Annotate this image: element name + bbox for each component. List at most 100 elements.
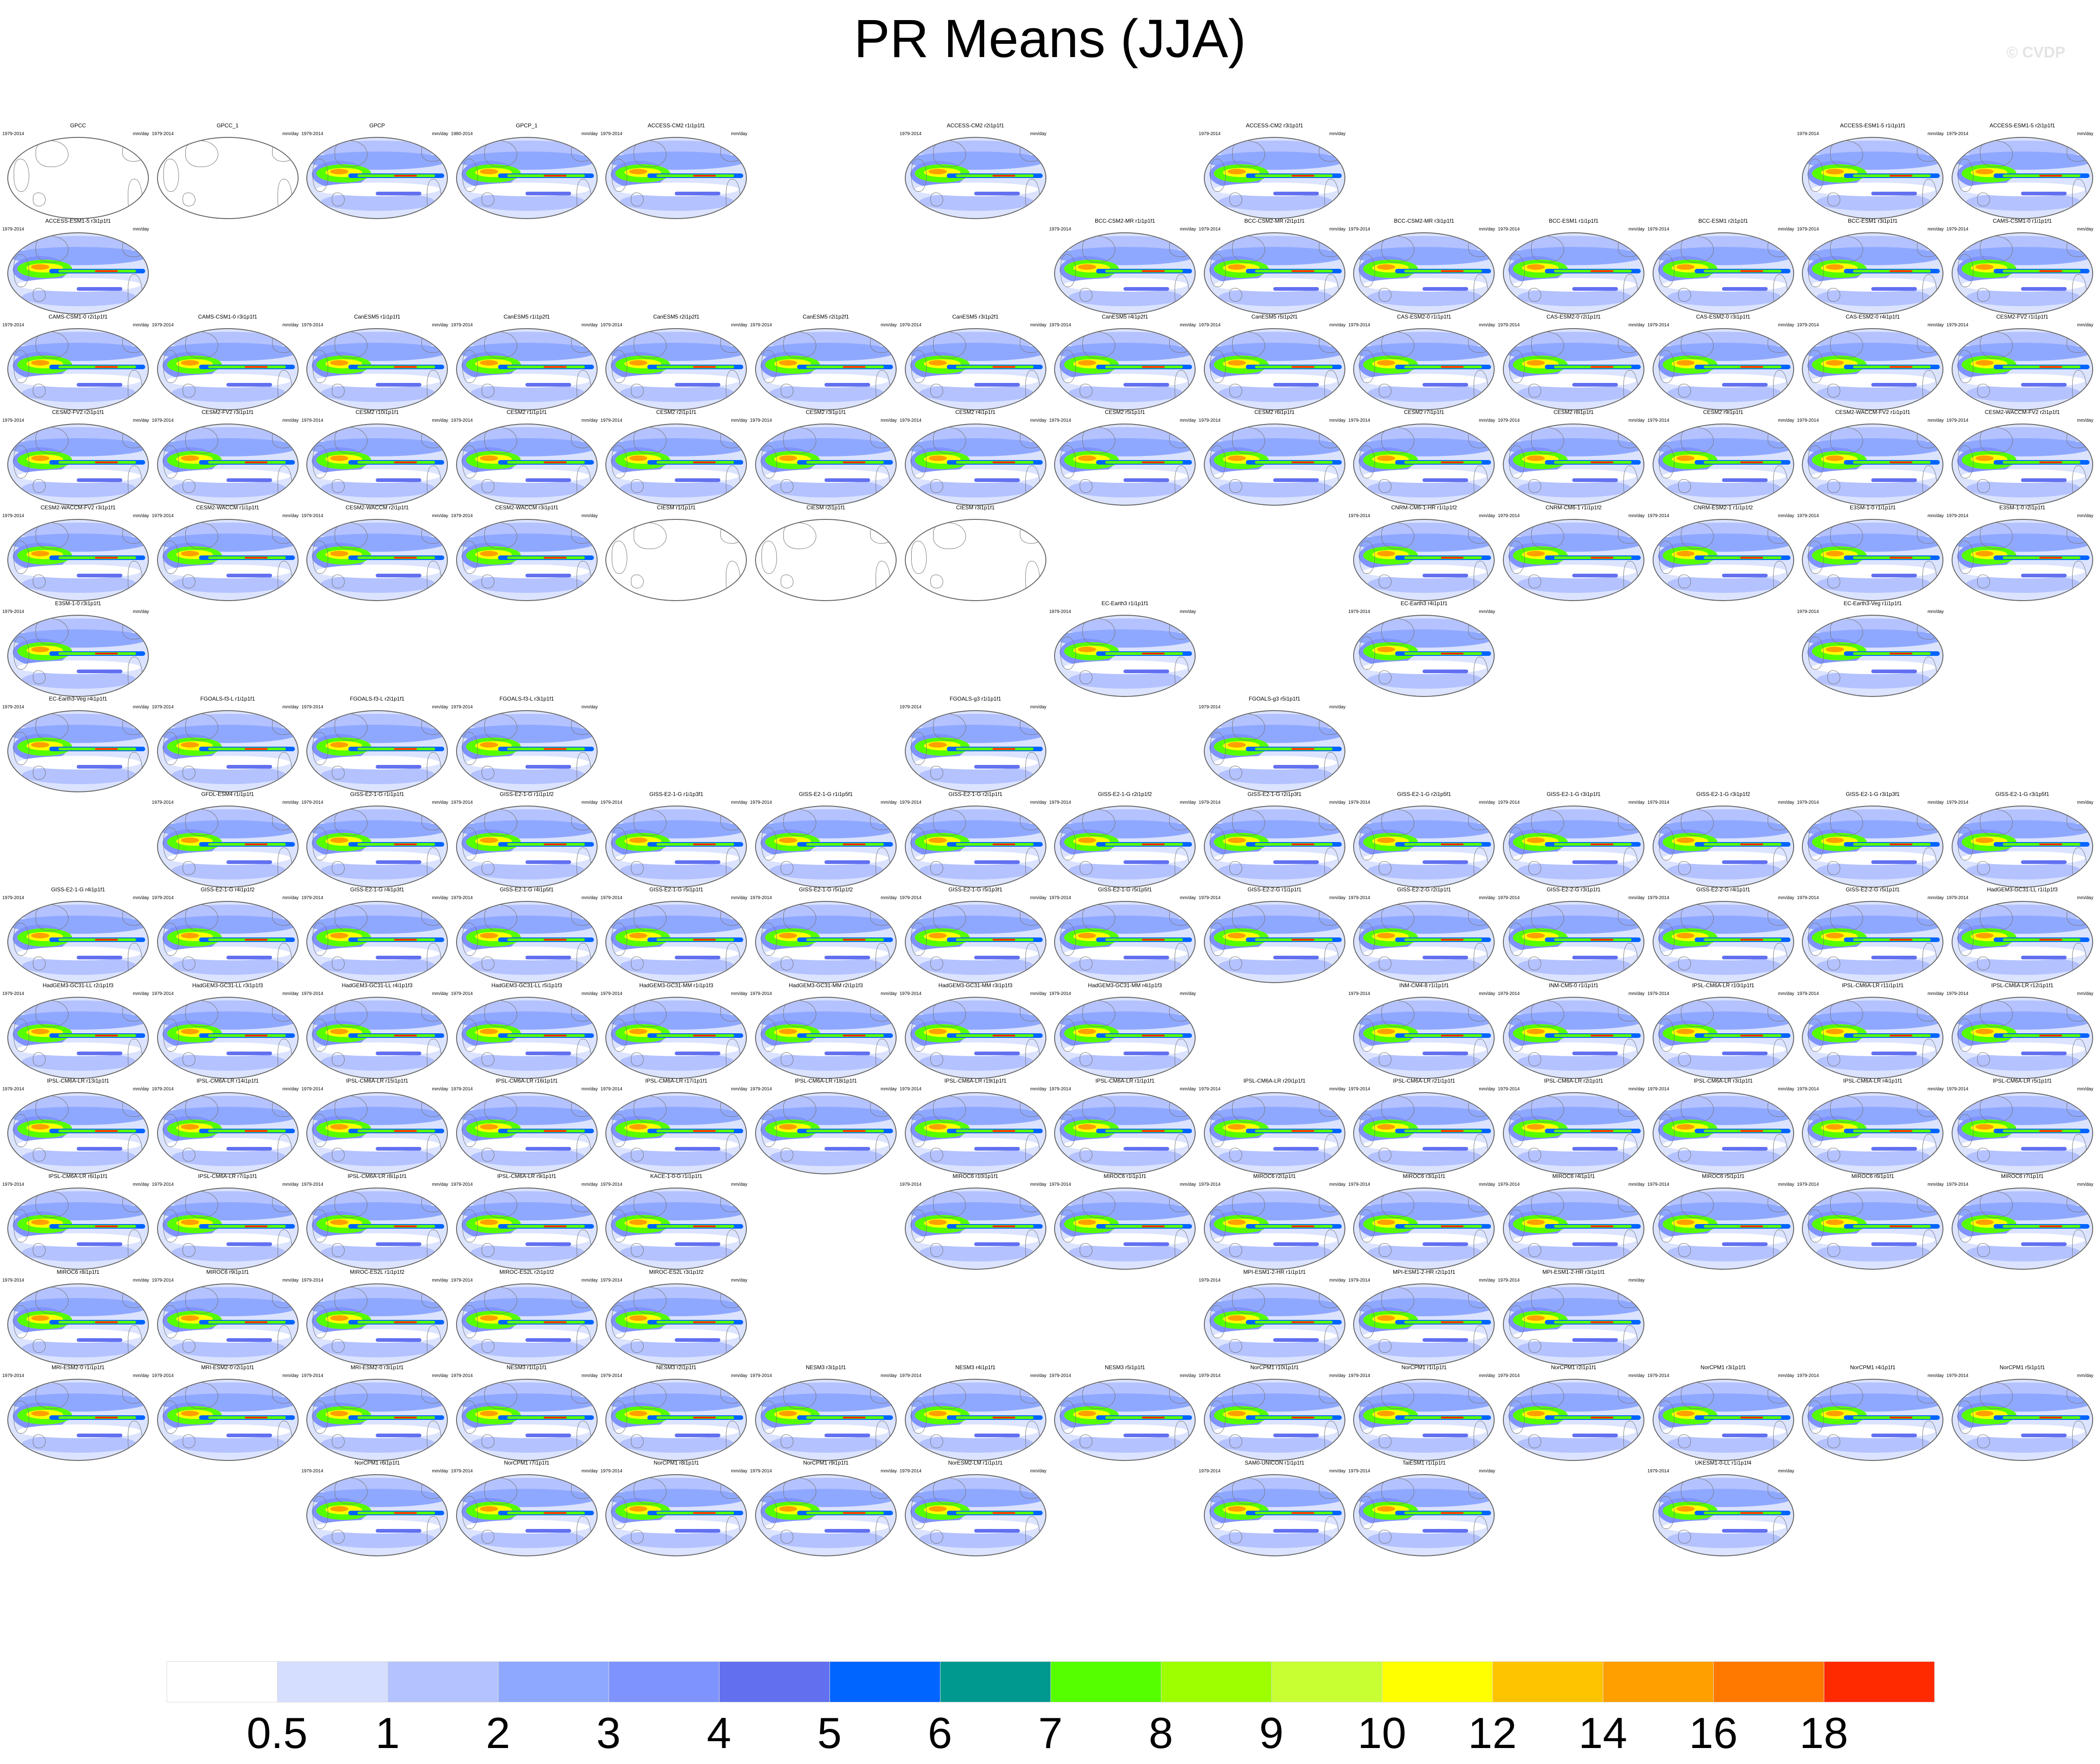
continent-outline: [1025, 1038, 1040, 1076]
precip-map: [1951, 1378, 2093, 1461]
panel-units: mm/day: [1628, 1277, 1645, 1283]
map-panel: HadGEM3-GC31-LL r5i1p1f3 1979-2014 mm/day: [451, 982, 601, 1079]
panel-title: MIROC-ES2L r2i1p1f2: [499, 1268, 554, 1275]
continent-outline: [484, 1191, 517, 1218]
precip-band: [1291, 843, 1314, 846]
map-panel: BCC-ESM1 r2i1p1f1 1979-2014 mm/day: [1648, 218, 1798, 315]
continent-outline: [421, 811, 446, 831]
continent-outline: [1767, 1384, 1791, 1403]
continent-outline: [1019, 715, 1044, 735]
precip-band: [77, 1242, 122, 1246]
continent-outline: [1080, 861, 1093, 875]
panel-title: HadGEM3-GC31-MM r3i1p1f3: [938, 982, 1013, 989]
continent-outline: [1232, 905, 1265, 932]
precip-band: [1975, 455, 1994, 461]
continent-outline: [911, 923, 927, 956]
panel-title: CIESM r1i1p1f1: [657, 504, 696, 511]
continent-outline: [933, 713, 966, 740]
continent-outline: [1175, 848, 1190, 885]
precip-band: [180, 551, 199, 557]
map-panel: E3SM-1-0 r3i1p1f1 1979-2014 mm/day: [2, 600, 152, 697]
panel-title: BCC-ESM1 r2i1p1f1: [1698, 218, 1748, 225]
map-panel: IPSL-CM6A-LR r10i1p1f1 1979-2014 mm/day: [1648, 982, 1798, 1079]
panel-units: mm/day: [581, 418, 598, 423]
continent-outline: [1318, 429, 1343, 448]
continent-outline: [576, 1420, 591, 1458]
continent-outline: [421, 1193, 446, 1213]
continent-outline: [571, 333, 595, 353]
precip-band: [1527, 455, 1545, 461]
precip-map: [306, 1474, 448, 1557]
continent-outline: [36, 905, 68, 932]
precip-band: [1740, 843, 1763, 846]
precip-band: [1273, 478, 1319, 482]
continent-outline: [1623, 274, 1638, 312]
continent-outline: [163, 350, 179, 383]
precip-band: [95, 1225, 118, 1228]
precip-band: [543, 843, 567, 846]
continent-outline: [1019, 429, 1044, 448]
precip-band: [2021, 956, 2067, 960]
map-panel: IPSL-CM6A-LR r18i1p1f1 1979-2014 mm/day: [750, 1078, 900, 1174]
continent-outline: [272, 333, 296, 353]
precip-band: [394, 1512, 417, 1514]
continent-outline: [1977, 1243, 1990, 1257]
precip-band: [2021, 1051, 2067, 1055]
precip-map: [1503, 806, 1644, 888]
precip-band: [376, 382, 422, 387]
map-panel: FGOALS-g3 r1i1p1f1 1979-2014 mm/day: [899, 696, 1050, 792]
precip-band: [693, 366, 716, 368]
continent-outline: [14, 350, 29, 383]
panel-years: 1979-2014: [1946, 513, 1969, 519]
map-panel: CAMS-CSM1-0 r2i1p1f1 1979-2014 mm/day: [2, 314, 152, 410]
panel-title: CanESM5 r2i1p2f1: [653, 313, 700, 320]
precip-map: [157, 901, 299, 984]
precip-band: [1722, 1529, 1768, 1533]
precip-map: [1503, 1092, 1644, 1174]
precip-band: [330, 1315, 349, 1321]
continent-outline: [1025, 752, 1040, 790]
continent-outline: [427, 848, 442, 885]
panel-title: CESM2-WACCM-FV2 r3i1p1f1: [40, 504, 116, 511]
continent-outline: [272, 715, 296, 735]
continent-outline: [1528, 1243, 1541, 1257]
precip-band: [675, 1433, 721, 1437]
panel-years: 1979-2014: [899, 704, 922, 710]
precip-map: [904, 328, 1046, 410]
precip-band: [525, 574, 571, 578]
continent-outline: [781, 1530, 793, 1544]
precip-map: [1802, 1092, 1944, 1174]
precip-map: [1054, 1188, 1196, 1270]
panel-title: E3SM-1-0 r2i1p1f1: [1999, 504, 2046, 511]
continent-outline: [1618, 1288, 1642, 1308]
panel-years: 1979-2014: [750, 1087, 772, 1092]
continent-outline: [14, 1400, 29, 1434]
continent-outline: [122, 333, 146, 353]
continent-outline: [335, 809, 368, 836]
continent-outline: [1080, 479, 1093, 493]
panel-title: MIROC6 r2i1p1f1: [1253, 1173, 1296, 1180]
continent-outline: [1229, 383, 1242, 398]
map-panel: IPSL-CM6A-LR r20i1p1f1 1979-2014 mm/day: [1199, 1078, 1349, 1174]
continent-outline: [421, 142, 446, 162]
precip-map: [157, 1188, 299, 1270]
continent-outline: [870, 429, 894, 448]
continent-outline: [1229, 957, 1242, 971]
continent-outline: [1830, 1382, 1864, 1409]
continent-outline: [462, 1209, 478, 1243]
map-panel: MIROC6 r1i1p1f1 1979-2014 mm/day: [1049, 1173, 1199, 1270]
continent-outline: [2072, 1230, 2087, 1267]
continent-outline: [1509, 254, 1525, 288]
map-panel: NorCPM1 r5i1p1f1 1979-2014 mm/day: [1947, 1364, 2097, 1461]
continent-outline: [1019, 1098, 1044, 1117]
panel-title: CAS-ESM2-0 r4i1p1f1: [1845, 313, 1900, 320]
continent-outline: [1979, 1191, 2013, 1218]
precip-band: [31, 551, 49, 557]
continent-outline: [1175, 274, 1190, 312]
panel-years: 1979-2014: [451, 322, 473, 328]
continent-outline: [1922, 1134, 1937, 1172]
panel-title: MIROC6 r4i1p1f1: [1552, 1173, 1595, 1180]
precip-map: [904, 137, 1046, 219]
precip-band: [2039, 366, 2062, 368]
panel-units: mm/day: [133, 609, 149, 614]
